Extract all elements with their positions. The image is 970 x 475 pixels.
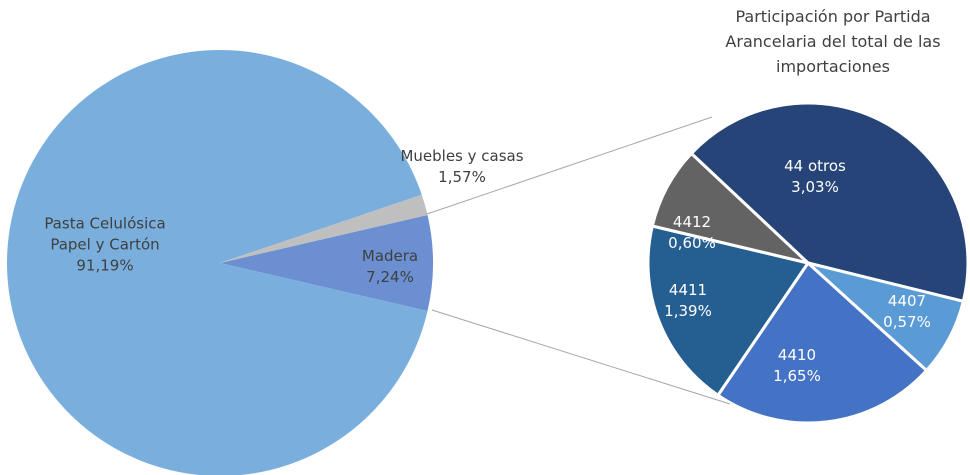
category-label: Muebles y casas: [400, 147, 524, 165]
data-label: 4410 1,65%: [773, 345, 821, 387]
category-label: 4411: [668, 281, 708, 299]
data-label: 44 otros 3,03%: [784, 156, 846, 198]
pie-slice: [220, 194, 428, 263]
category-label: Pasta Celulósica Papel y Cartón: [44, 214, 166, 254]
pie-slice: [646, 224, 810, 397]
value-label: 1,65%: [773, 367, 821, 385]
value-label: 3,03%: [791, 178, 839, 196]
connector-line: [426, 116, 713, 215]
connector-line: [431, 309, 731, 405]
pie-slice: [650, 151, 810, 265]
category-label: 4407: [887, 292, 927, 310]
chart-title: Participación por Partida Arancelaria de…: [725, 7, 941, 76]
data-label: 4407 0,57%: [883, 291, 931, 333]
data-label: Muebles y casas 1,57%: [400, 146, 523, 188]
value-label: 0,60%: [668, 234, 716, 252]
value-label: 0,57%: [883, 313, 931, 331]
category-label: 4412: [672, 213, 712, 231]
value-label: 1,39%: [664, 302, 712, 320]
data-label: 4411 1,39%: [664, 280, 712, 322]
value-label: 91,19%: [76, 256, 134, 275]
pie-slice: [716, 261, 929, 425]
category-label: 4410: [777, 346, 817, 364]
data-label: 4412 0,60%: [668, 212, 716, 254]
pie-slice: [689, 101, 970, 303]
pie-slice: [7, 50, 428, 475]
pie-slice: [220, 214, 433, 312]
value-label: 1,57%: [438, 168, 486, 186]
data-label: Pasta Celulósica Papel y Cartón 91,19%: [25, 214, 185, 277]
data-label: Madera 7,24%: [362, 246, 418, 288]
category-label: 44 otros: [784, 157, 846, 175]
value-label: 7,24%: [366, 268, 414, 286]
category-label: Madera: [361, 247, 419, 265]
